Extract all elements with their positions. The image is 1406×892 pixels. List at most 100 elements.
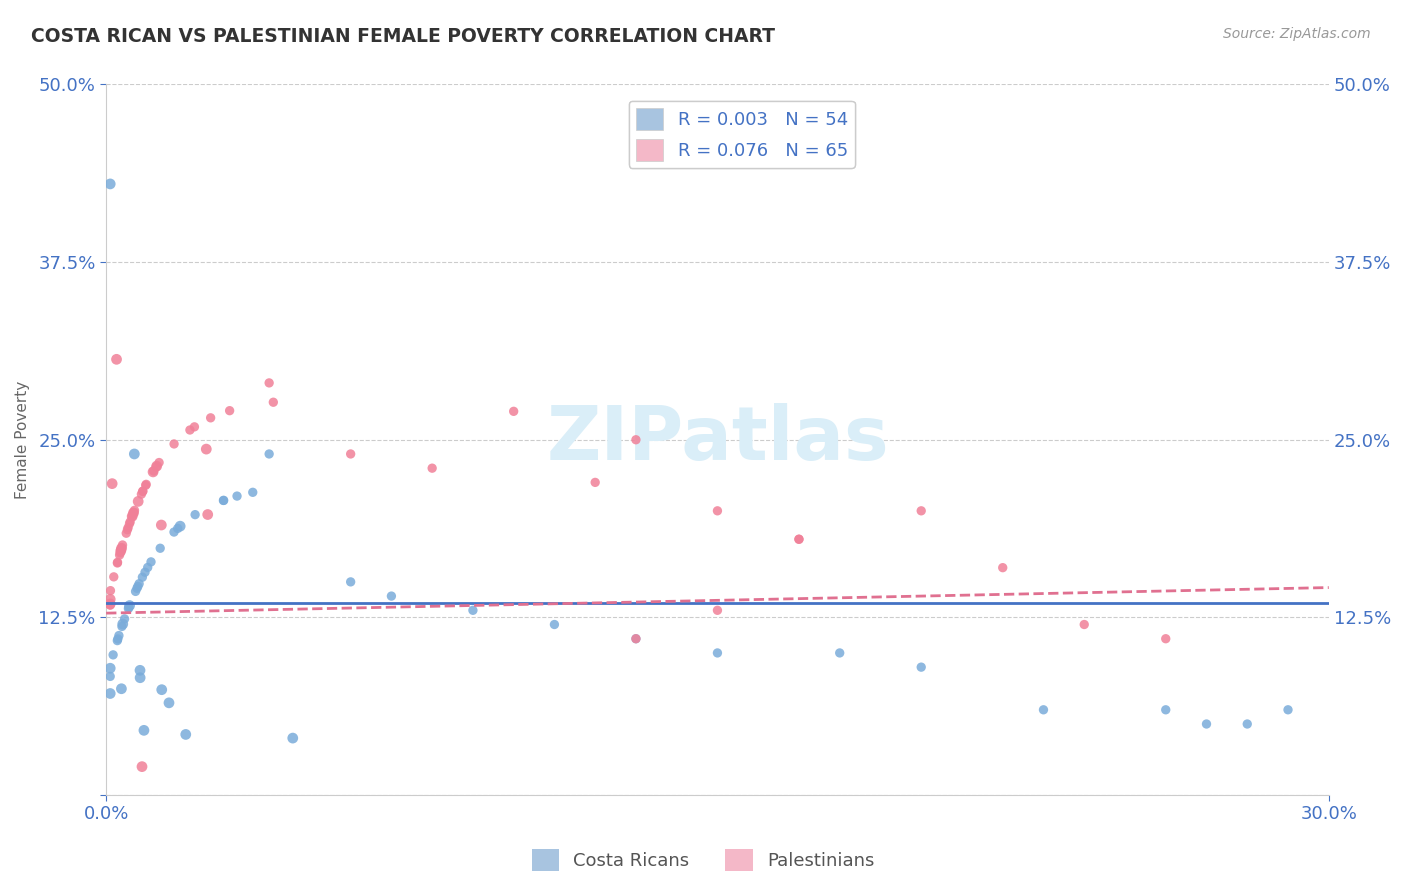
Point (124, 503, 146, 517)
Point (122, 507, 145, 521)
Point (110, 541, 132, 556)
Point (787, 533, 810, 547)
Point (120, 515, 142, 529)
Point (163, 524, 186, 539)
Point (131, 570, 153, 584)
Point (197, 508, 219, 522)
Point (420, 461, 443, 475)
Point (110, 542, 132, 557)
Point (200, 410, 222, 425)
Point (1277, 703, 1299, 717)
Point (128, 576, 150, 591)
Point (110, 541, 132, 555)
Point (132, 484, 155, 499)
Point (101, 648, 124, 662)
Point (991, 560, 1014, 574)
Point (583, 475, 606, 490)
Point (787, 533, 810, 547)
Point (131, 759, 153, 773)
Point (124, 447, 146, 461)
Point (179, 423, 201, 437)
Point (339, 574, 361, 589)
Point (124, 584, 146, 599)
Point (169, 519, 191, 533)
Point (1195, 717, 1218, 731)
Point (135, 478, 157, 492)
Point (1236, 717, 1258, 731)
Point (166, 521, 188, 535)
Point (127, 579, 149, 593)
Point (145, 459, 167, 474)
Point (257, 376, 280, 390)
Point (98, 669, 121, 683)
Point (117, 520, 139, 534)
Point (461, 603, 484, 617)
Point (624, 632, 647, 646)
Point (910, 504, 932, 518)
Point (1154, 632, 1177, 646)
Point (184, 508, 207, 522)
Point (242, 485, 264, 500)
Legend: Costa Ricans, Palestinians: Costa Ricans, Palestinians (524, 842, 882, 879)
Point (174, 727, 197, 741)
Point (183, 420, 205, 434)
Point (107, 632, 129, 646)
Point (502, 404, 524, 418)
Point (115, 526, 138, 541)
Point (111, 538, 134, 552)
Point (111, 617, 134, 632)
Point (114, 612, 136, 626)
Point (110, 544, 132, 558)
Point (828, 646, 851, 660)
Point (1032, 703, 1054, 717)
Point (910, 660, 932, 674)
Point (132, 723, 155, 738)
Point (110, 542, 132, 557)
Point (118, 599, 141, 613)
Point (135, 477, 157, 491)
Legend: R = 0.003   N = 54, R = 0.076   N = 65: R = 0.003 N = 54, R = 0.076 N = 65 (628, 101, 855, 168)
Point (226, 489, 249, 503)
Point (157, 696, 180, 710)
Point (142, 464, 165, 478)
Point (127, 494, 149, 508)
Point (118, 600, 141, 615)
Point (108, 546, 131, 560)
Point (105, 633, 128, 648)
Point (103, 570, 125, 584)
Point (125, 582, 148, 596)
Point (121, 509, 143, 524)
Point (131, 487, 153, 501)
Point (262, 395, 284, 409)
Point (121, 509, 143, 524)
Point (105, 556, 128, 570)
Point (110, 681, 132, 696)
Point (339, 447, 361, 461)
Point (706, 646, 728, 660)
Point (108, 548, 131, 562)
Point (706, 603, 728, 617)
Point (195, 442, 218, 456)
Point (145, 459, 167, 474)
Point (98, 661, 121, 675)
Point (706, 504, 728, 518)
Point (142, 465, 165, 479)
Point (129, 671, 152, 685)
Point (117, 601, 139, 615)
Point (1073, 617, 1095, 632)
Point (98, 597, 121, 611)
Point (148, 456, 170, 470)
Point (122, 506, 145, 520)
Point (149, 541, 172, 556)
Point (212, 493, 235, 508)
Point (212, 493, 235, 508)
Y-axis label: Female Poverty: Female Poverty (15, 381, 30, 499)
Point (132, 484, 155, 499)
Point (380, 589, 402, 603)
Point (129, 663, 152, 677)
Point (134, 566, 156, 580)
Point (117, 523, 139, 537)
Point (98, 592, 121, 607)
Point (150, 682, 173, 697)
Point (624, 632, 647, 646)
